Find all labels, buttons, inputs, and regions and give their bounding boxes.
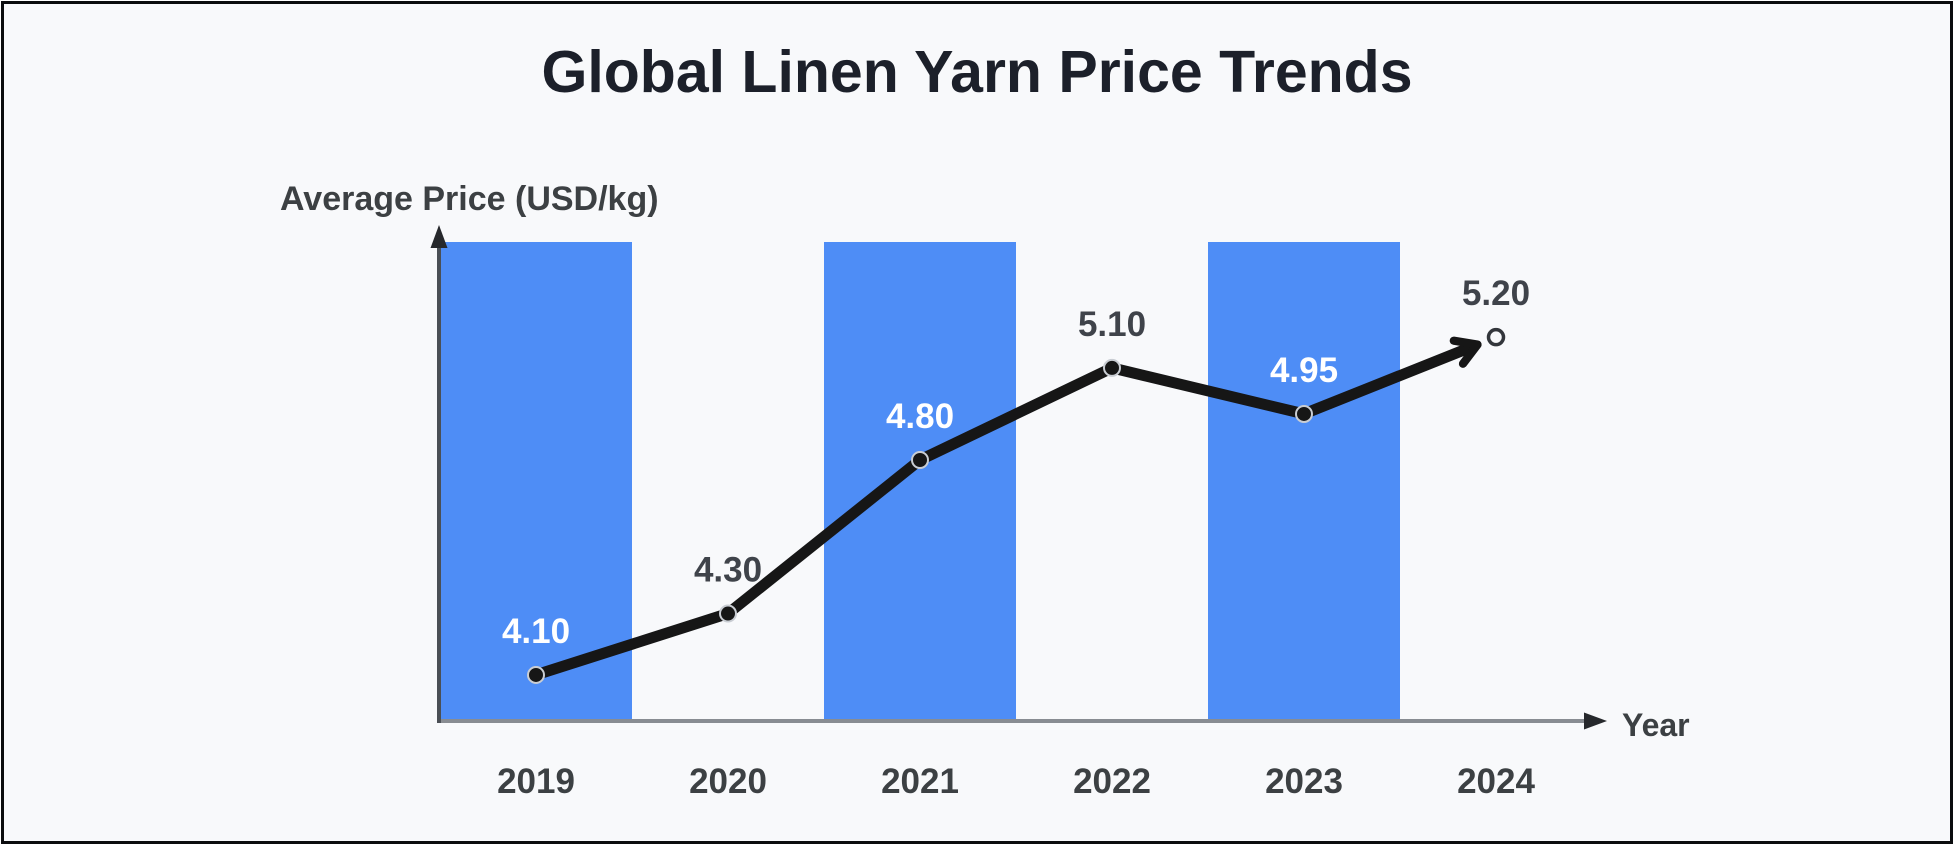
data-point-2019 <box>527 665 545 684</box>
year-label-2021: 2021 <box>881 762 959 801</box>
year-label-2023: 2023 <box>1265 762 1343 801</box>
value-label-2023: 4.95 <box>1270 351 1338 390</box>
x-axis-arrow-icon <box>1584 712 1607 730</box>
data-point-2020 <box>719 604 737 623</box>
highlight-band-2023 <box>1208 242 1400 721</box>
x-axis-label: Year <box>1622 707 1690 743</box>
highlight-band-2021 <box>824 242 1016 721</box>
y-axis-label: Average Price (USD/kg) <box>280 180 659 218</box>
data-point-2022 <box>1103 358 1121 377</box>
value-label-2024: 5.20 <box>1462 274 1530 313</box>
year-label-2020: 2020 <box>689 762 767 801</box>
price-trend-chart: 4.10 2019 4.30 2020 4.80 2021 5.10 2022 4.95 2023… <box>430 225 1607 801</box>
data-point-2021 <box>911 451 929 470</box>
value-label-2019: 4.10 <box>502 612 570 651</box>
year-label-2024: 2024 <box>1457 762 1535 801</box>
data-point-2024 <box>1486 327 1506 347</box>
value-label-2020: 4.30 <box>694 551 762 590</box>
data-point-2023 <box>1295 404 1313 423</box>
value-label-2022: 5.10 <box>1078 305 1146 344</box>
year-label-2019: 2019 <box>497 762 575 801</box>
y-axis-arrow-icon <box>430 225 448 248</box>
year-label-2022: 2022 <box>1073 762 1151 801</box>
highlight-band-2019 <box>440 242 632 721</box>
price-line <box>530 336 1482 681</box>
value-label-2021: 4.80 <box>886 397 954 436</box>
chart-title: Global Linen Yarn Price Trends <box>541 39 1413 105</box>
